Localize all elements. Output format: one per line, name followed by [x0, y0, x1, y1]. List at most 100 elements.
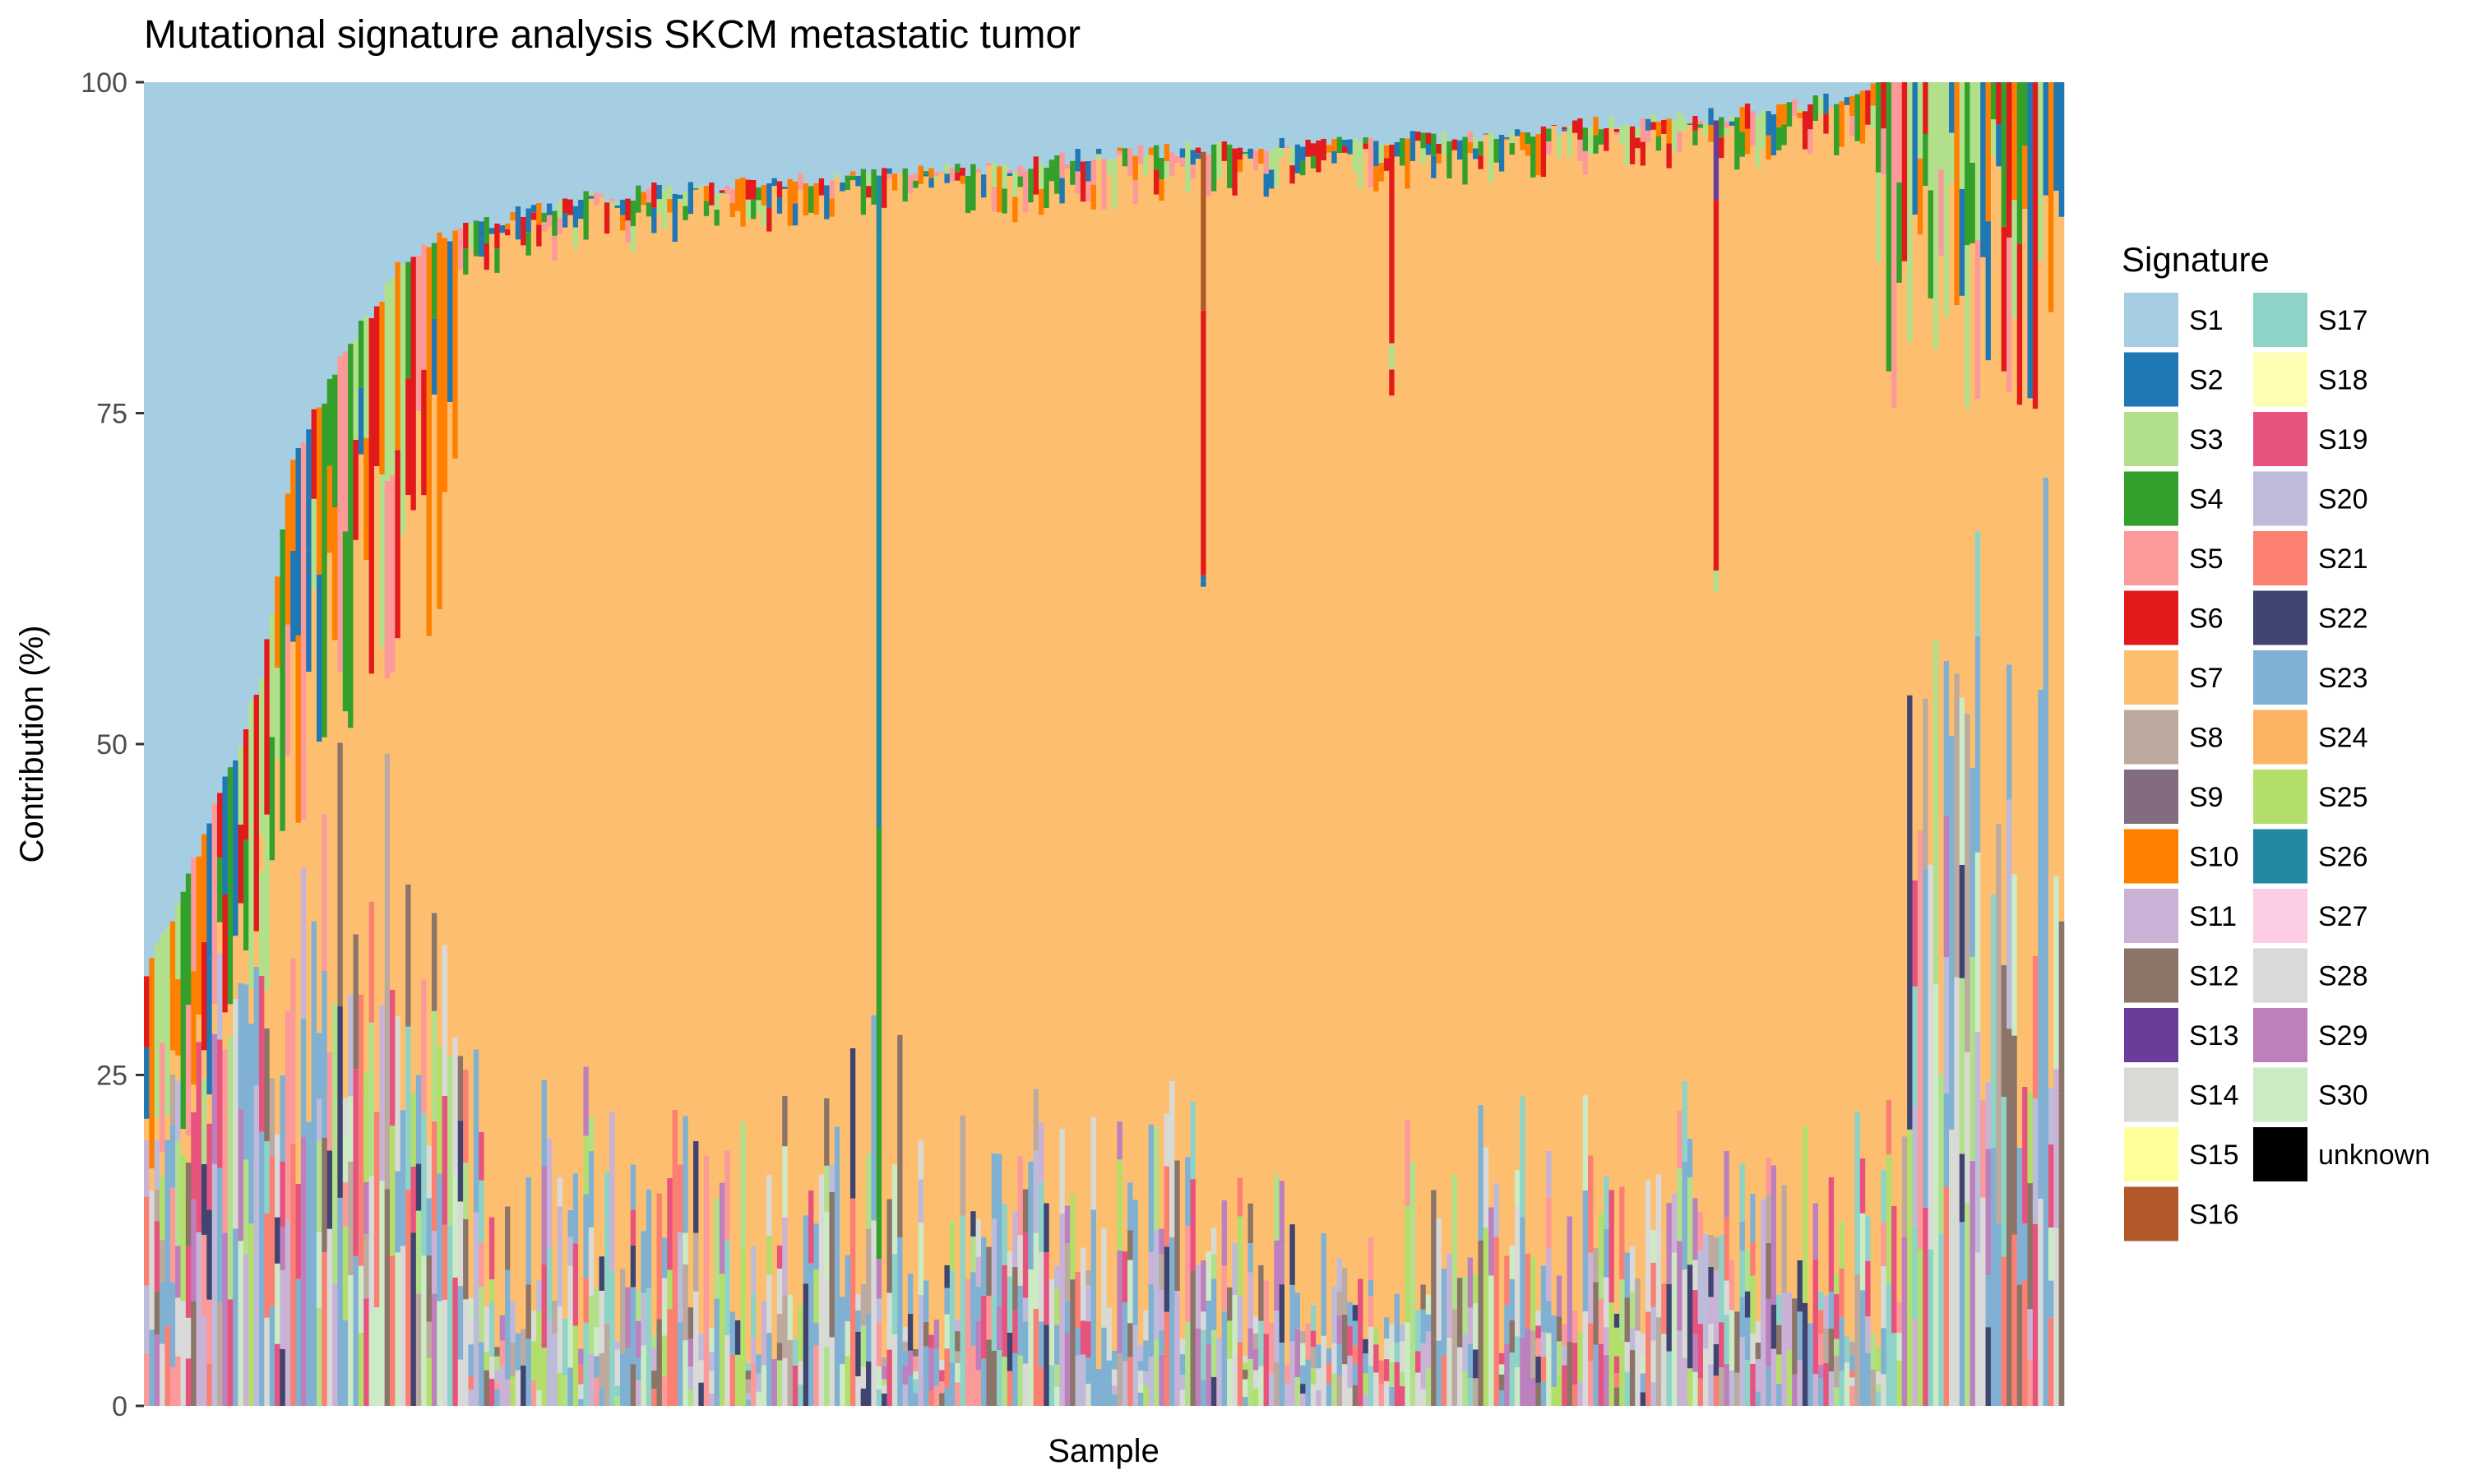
bar-segment-s7: [410, 511, 416, 1093]
bar-segment-s14: [1389, 1324, 1395, 1348]
bar-segment-s20: [254, 1085, 260, 1406]
bar-segment-s3: [698, 185, 704, 187]
bar-segment-s7: [1049, 181, 1055, 1279]
bar-segment-s3: [662, 210, 668, 230]
bar-segment-s28: [452, 1037, 458, 1174]
bar-segment-s28: [369, 1176, 375, 1311]
bar-segment-s2: [1457, 141, 1463, 160]
y-tick-label: 100: [81, 67, 127, 99]
bar-segment-s23: [2006, 664, 2012, 799]
bar-segment-s1: [1593, 82, 1599, 117]
bar-segment-s23: [317, 1033, 322, 1099]
bar-segment-s3: [1557, 135, 1562, 158]
bar-segment-s25: [1599, 1214, 1604, 1274]
bar-segment-s22: [866, 1361, 872, 1406]
bar-segment-s20: [317, 1099, 322, 1141]
bar-segment-s6: [819, 178, 825, 196]
legend-label-s25: S25: [2318, 782, 2368, 813]
bar-segment-s29: [212, 1034, 218, 1164]
bar-segment-s1: [558, 82, 563, 201]
bar-segment-s7: [1960, 296, 1965, 698]
bar-segment-s21: [2011, 1235, 2017, 1406]
bar-segment-s7: [1635, 148, 1641, 1278]
bar-segment-s1: [1269, 82, 1275, 150]
bar-segment-s28: [1201, 1311, 1206, 1329]
bar-segment-s11: [332, 1283, 338, 1406]
bar-segment-s7: [1708, 142, 1714, 1235]
bar-segment-s5: [751, 1363, 757, 1389]
bar-segment-s20: [536, 1280, 542, 1311]
bar-segment-s28: [871, 1220, 877, 1406]
bar-segment-s14: [1400, 1341, 1405, 1371]
bar-segment-s20: [510, 1301, 516, 1342]
bar-segment-s7: [573, 248, 579, 1173]
bar-segment-s20: [547, 1319, 553, 1406]
bar-segment-s11: [547, 1139, 553, 1198]
bar-segment-s23: [217, 1168, 223, 1302]
bar-segment-s23: [594, 1356, 599, 1377]
bar-segment-s1: [1185, 82, 1191, 142]
bar-segment-s29: [280, 1227, 285, 1269]
bar-segment-s12: [155, 1292, 160, 1335]
bar-segment-s6: [1321, 139, 1327, 160]
legend-label-s20: S20: [2318, 484, 2368, 515]
bar-segment-s3: [866, 1153, 872, 1228]
bar-segment-s4: [542, 213, 548, 223]
bar-segment-s8: [955, 1352, 960, 1363]
bar-segment-s3: [379, 474, 385, 647]
bar-segment-s21: [1007, 1371, 1013, 1406]
legend-label-s4: S4: [2189, 484, 2224, 515]
bar-segment-s8: [1342, 1268, 1348, 1315]
bar-segment-s29: [1969, 1161, 1975, 1406]
bar-segment-s23: [766, 1333, 772, 1406]
bar-segment-s1: [766, 82, 772, 183]
bar-segment-s7: [1149, 155, 1155, 1124]
bar-segment-s25: [558, 1373, 563, 1406]
bar-segment-s21: [1525, 1254, 1531, 1329]
bar-segment-s1: [1625, 82, 1631, 124]
bar-segment-s11: [976, 1257, 982, 1287]
bar-segment-s30: [683, 1233, 688, 1264]
bar-segment-s20: [2006, 800, 2012, 1029]
bar-segment-s17: [1938, 1233, 1944, 1406]
bar-segment-s12: [2002, 965, 2007, 1097]
bar-segment-s6: [1201, 311, 1206, 576]
bar-segment-s25: [1117, 1159, 1122, 1251]
bar-segment-s6: [1342, 146, 1348, 153]
bar-segment-s28: [186, 1318, 192, 1359]
bar-segment-s1: [562, 82, 568, 198]
bar-segment-s23: [2048, 1281, 2054, 1318]
bar-segment-s8: [1311, 1347, 1317, 1368]
bar-segment-s19: [1311, 1331, 1317, 1347]
bar-segment-s3: [275, 668, 280, 759]
bar-segment-s3: [1714, 581, 1719, 592]
bar-segment-s29: [1274, 1241, 1280, 1311]
bar-segment-s7: [1572, 133, 1578, 1311]
bar-segment-s12: [191, 1301, 197, 1406]
bar-segment-s8: [510, 1343, 516, 1377]
legend-key-s18: [2252, 352, 2308, 408]
bar-segment-s6: [1541, 152, 1547, 178]
bar-segment-s22: [337, 1006, 343, 1198]
bar-segment-s1: [1682, 82, 1688, 118]
bar-segment-s7: [1483, 135, 1489, 1147]
bar-segment-s23: [1395, 1293, 1400, 1343]
bar-segment-s23: [1353, 1364, 1358, 1385]
bar-segment-s5: [594, 1378, 599, 1406]
bar-segment-s14: [1243, 1356, 1248, 1362]
bar-segment-s23: [808, 1264, 814, 1333]
bar-segment-s29: [1065, 1333, 1071, 1406]
bar-segment-s6: [955, 172, 960, 180]
bar-segment-s6: [1996, 82, 2002, 124]
bar-segment-s19: [2048, 1144, 2054, 1227]
bar-segment-s3: [1876, 173, 1881, 263]
legend-label-s15: S15: [2189, 1140, 2239, 1171]
bar-segment-s10: [1776, 104, 1782, 127]
bar-segment-s23: [1076, 1329, 1081, 1356]
bar-segment-s21: [673, 1110, 678, 1250]
bar-segment-s19: [1572, 1343, 1578, 1385]
bar-segment-s12: [986, 1339, 992, 1406]
bar-segment-s25: [181, 1154, 187, 1301]
bar-segment-s5: [1583, 151, 1589, 175]
bar-segment-s17: [1876, 1392, 1881, 1406]
